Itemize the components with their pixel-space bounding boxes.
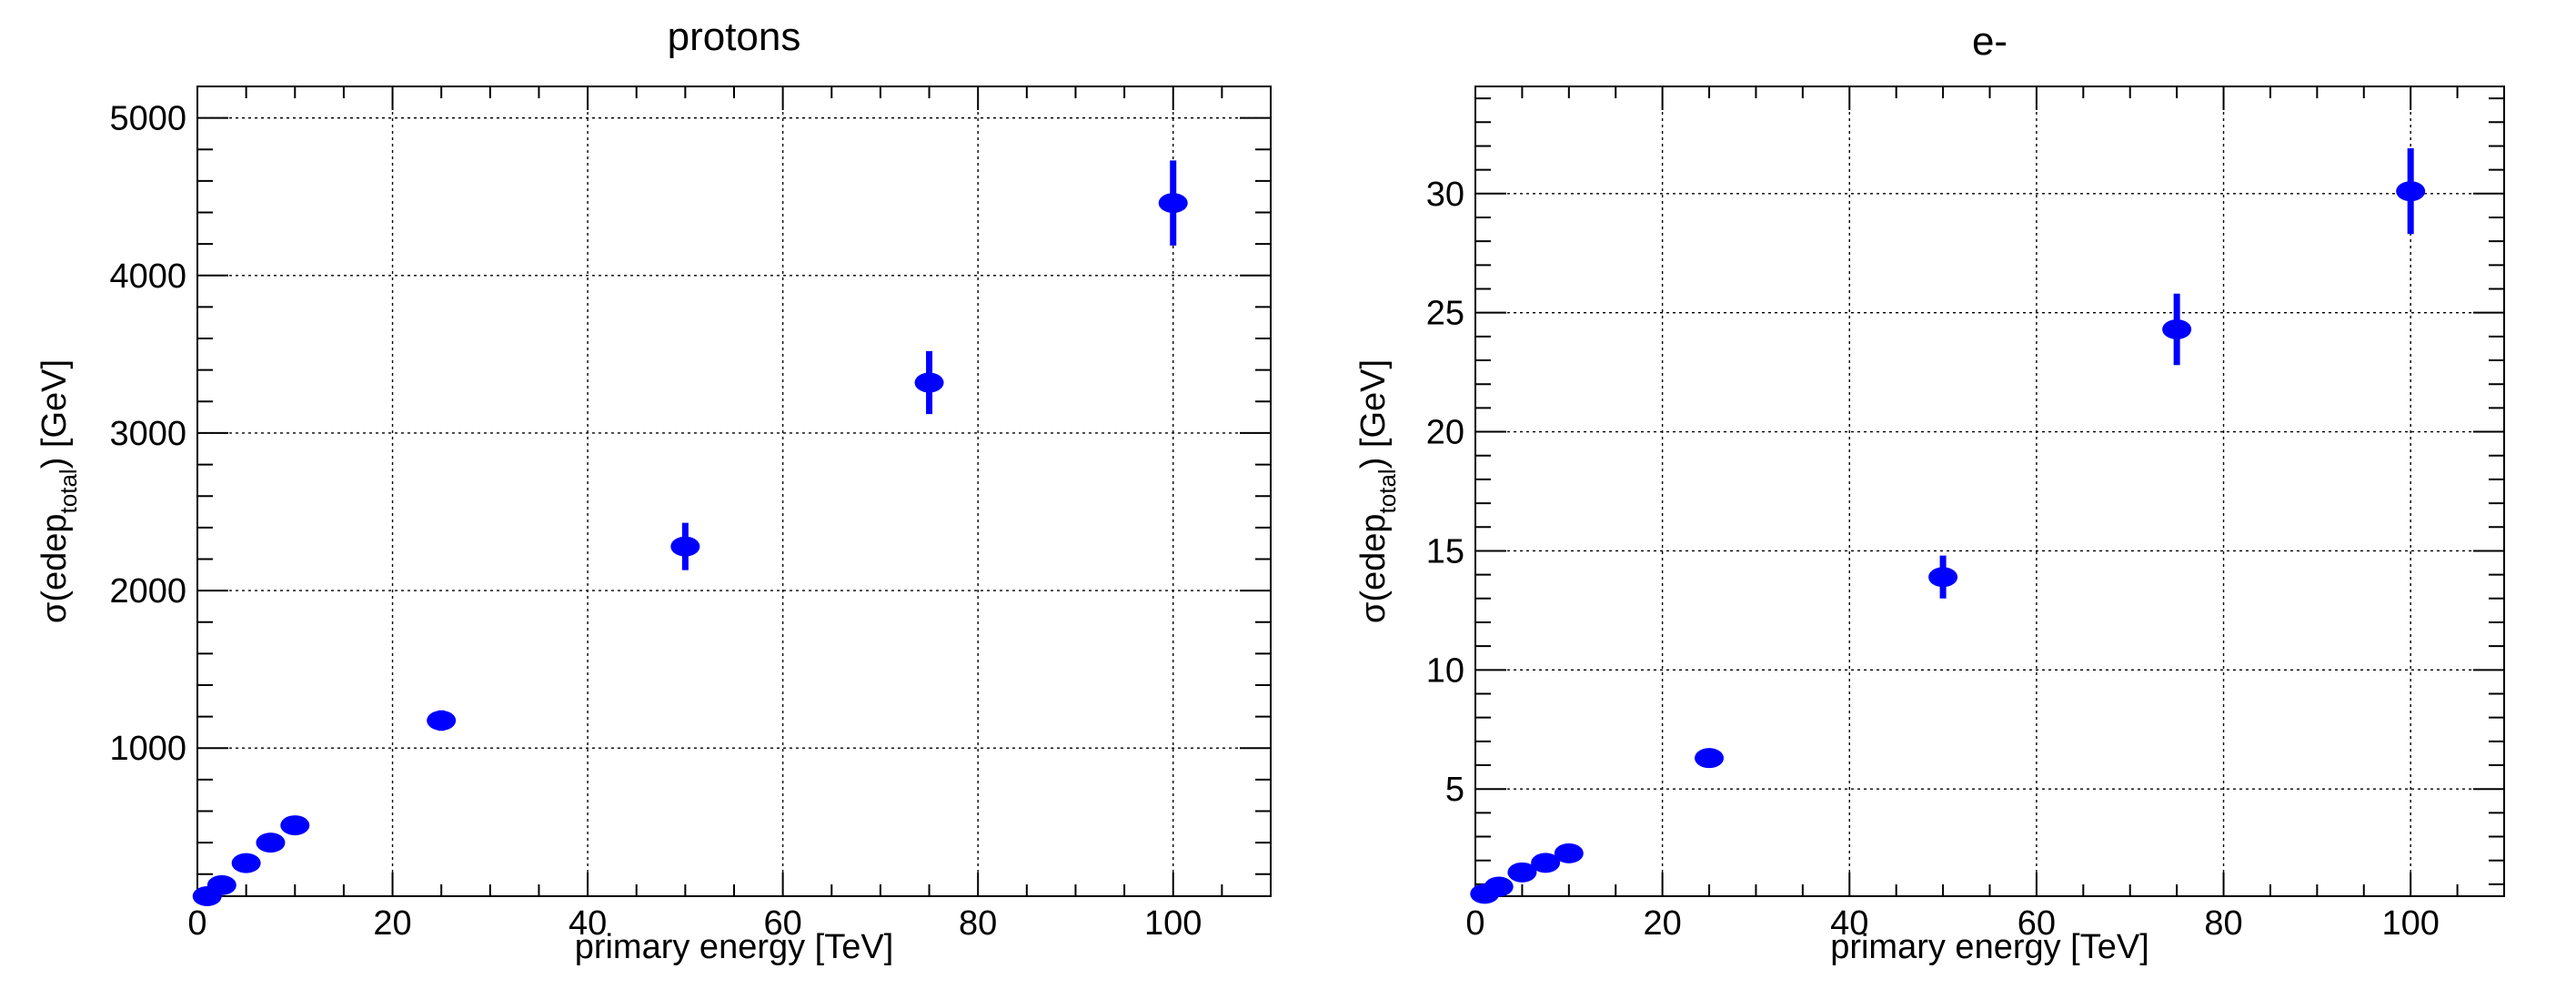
y-tick-label: 5 [1445,771,1464,809]
data-point [206,874,236,895]
data-point [1554,843,1584,863]
y-axis-label: σ(edeptotal) [GeV] [1354,359,1401,623]
panel-electrons: 0 20 40 60 80 100 5 10 15 20 25 30 e-primary energy … [1354,19,2505,966]
data-point [231,853,261,873]
plot-frame [196,86,1272,897]
x-tick-label: 40 [1830,904,1868,943]
data-point [670,536,700,557]
data-point [1531,853,1561,873]
y-tick-label: 5000 [109,100,186,138]
data-point [2396,181,2426,202]
y-tick-label: 20 [1426,414,1464,452]
data-point [914,372,944,393]
x-axis-label: primary energy [TeV] [575,928,894,966]
y-tick-label: 1000 [109,730,186,768]
chart-title: e- [1972,19,2007,64]
x-tick-label: 0 [1465,904,1484,943]
x-tick-label: 40 [569,904,607,943]
y-axis-label-prefix: σ(edep [1354,513,1393,623]
data-point [2162,319,2192,339]
y-axis-label-suffix: ) [GeV] [35,359,74,469]
y-tick-label: 30 [1426,176,1464,214]
y-axis-label-subscript: total [1374,469,1401,513]
plot-frame [1474,86,2505,897]
data-point [256,833,286,853]
y-tick-label: 2000 [109,572,186,611]
x-tick-label: 20 [373,904,411,943]
x-tick-label: 80 [959,904,997,943]
data-point [1928,567,1958,588]
x-tick-label: 20 [1643,904,1681,943]
y-axis-label-suffix: ) [GeV] [1354,359,1393,469]
x-tick-label: 60 [2018,904,2056,943]
x-tick-label: 100 [1144,904,1202,943]
data-point [280,815,310,836]
data-point [1695,748,1725,769]
y-tick-label: 15 [1426,532,1464,570]
x-tick-label: 60 [763,904,801,943]
y-tick-label: 3000 [109,415,186,453]
y-axis-label: σ(edeptotal) [GeV] [35,359,82,623]
y-tick-label: 25 [1426,295,1464,333]
x-axis-label: primary energy [TeV] [1830,928,2149,966]
data-point [1507,862,1537,883]
data-point [1484,876,1514,897]
y-tick-label: 10 [1426,651,1464,690]
y-axis-label-subscript: total [55,469,82,513]
chart-title: protons [668,15,801,59]
panel-protons: 0 20 40 60 80 100 1000 2000 3000 4000 5000 protons p… [35,15,1272,966]
data-point [427,710,457,731]
x-tick-label: 80 [2204,904,2242,943]
y-tick-label: 4000 [109,257,186,296]
data-point [1158,193,1188,214]
x-tick-label: 0 [187,904,206,943]
x-tick-label: 100 [2381,904,2439,943]
y-axis-label-prefix: σ(edep [35,513,74,623]
